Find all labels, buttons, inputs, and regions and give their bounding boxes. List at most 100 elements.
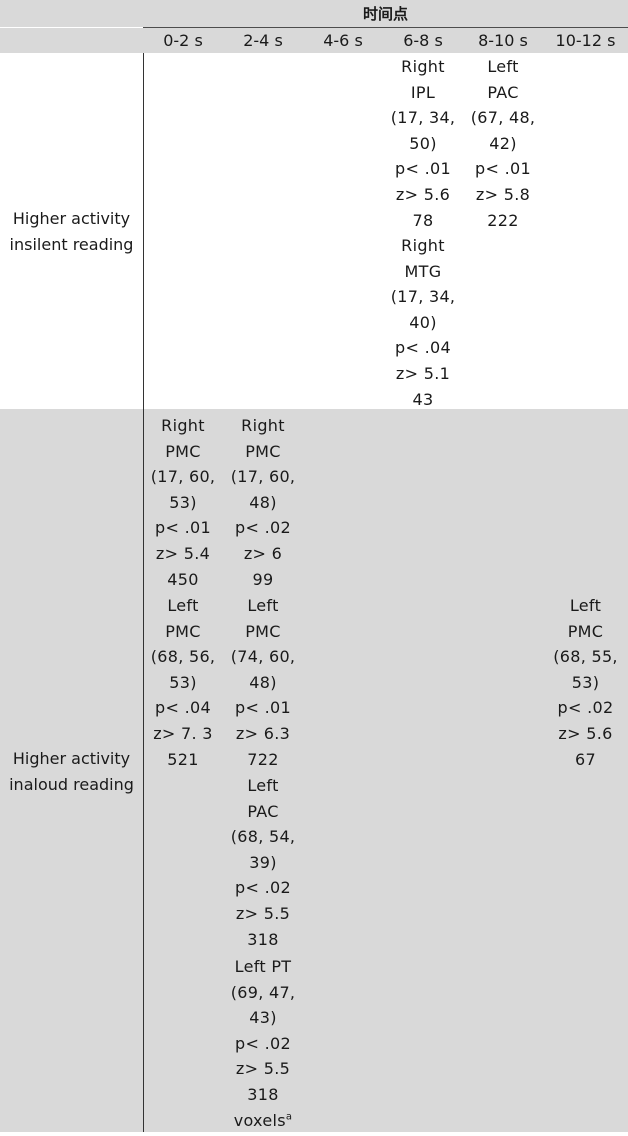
p-value: p< .01	[235, 698, 291, 718]
coordinates: (68, 56,	[150, 647, 216, 667]
column-header-6-8s: 6-8 s	[403, 31, 443, 50]
cell-right-mtg: Right MTG (17, 34, 40) p< .04 z> 5.1 43	[383, 233, 463, 412]
label-column-divider	[143, 53, 144, 1132]
p-value: p< .01	[475, 159, 531, 179]
column-header-2-4s: 2-4 s	[243, 31, 283, 50]
region-side: Left	[487, 57, 519, 76]
p-value: p< .02	[235, 1033, 291, 1053]
z-value: z> 5.8	[475, 184, 531, 204]
z-value: z> 5.5	[235, 1059, 291, 1079]
coordinates: (68, 54,	[230, 827, 296, 847]
z-value: z> 5.4	[155, 543, 211, 563]
coordinates: (74, 60,	[230, 647, 296, 667]
cell-left-pmc-2-4: Left PMC (74, 60, 48) p< .01 z> 6.3 722	[223, 593, 303, 772]
cell-left-pmc-0-2: Left PMC (68, 56, 53) p< .04 z> 7. 3 521	[143, 593, 223, 772]
coordinates-end: 53)	[571, 672, 600, 692]
region-side: Right	[161, 416, 205, 435]
cell-left-pac-aloud: Left PAC (68, 54, 39) p< .02 z> 5.5 318	[223, 773, 303, 952]
cell-right-pmc-2-4: Right PMC (17, 60, 48) p< .02 z> 6 99	[223, 413, 303, 592]
coordinates-end: 48)	[249, 672, 277, 692]
row-label-line: Higher activity	[12, 749, 131, 768]
coordinates-end: 50)	[409, 133, 437, 153]
row-label-aloud-reading: Higher activity inaloud reading	[0, 746, 143, 798]
region-name: PMC	[165, 621, 201, 641]
row-silent-reading	[0, 53, 628, 409]
p-value: p< .04	[155, 698, 211, 718]
voxel-count: 450	[167, 569, 199, 589]
column-header-4-6s: 4-6 s	[323, 31, 363, 50]
p-value: p< .04	[395, 338, 451, 358]
footnote-marker: a	[285, 1111, 293, 1123]
coordinates: (17, 60,	[230, 467, 296, 487]
cell-left-pmc-10-12: Left PMC (68, 55, 53) p< .02 z> 5.6 67	[543, 593, 628, 772]
z-value: z> 5.1	[395, 363, 451, 383]
voxel-count: 521	[167, 749, 199, 769]
coordinates: (17, 60,	[150, 467, 216, 487]
region-name: PMC	[245, 621, 281, 641]
coordinates-end: 53)	[169, 672, 197, 692]
row-label-line: insilent reading	[9, 235, 134, 254]
region-name: IPL	[410, 82, 436, 102]
coordinates-end: 42)	[489, 133, 517, 153]
p-value: p< .02	[235, 518, 291, 538]
row-label-line: inaloud reading	[9, 775, 134, 794]
voxels-label: voxels	[233, 1110, 286, 1130]
coordinates-end: 53)	[169, 492, 197, 512]
region-name: PMC	[165, 441, 201, 461]
z-value: z> 7. 3	[153, 723, 213, 743]
p-value: p< .02	[235, 878, 291, 898]
header-band-top	[0, 0, 628, 27]
region-side: Right	[241, 416, 285, 435]
region-name: PAC	[247, 801, 279, 821]
header-band-bottom	[0, 28, 628, 53]
z-value: z> 5.6	[558, 723, 613, 743]
p-value: p< .01	[395, 159, 451, 179]
z-value: z> 6	[243, 543, 283, 563]
z-value: z> 5.6	[395, 184, 451, 204]
coordinates: (17, 34,	[390, 287, 456, 307]
cell-left-pt: Left PT (69, 47, 43) p< .02 z> 5.5 318 v…	[223, 954, 303, 1133]
region-name: PAC	[487, 82, 519, 102]
coordinates-end: 48)	[249, 492, 277, 512]
p-value: p< .01	[155, 518, 211, 538]
coordinates-end: 43)	[249, 1008, 277, 1028]
voxel-count: 43	[412, 389, 434, 409]
header-divider	[143, 27, 628, 28]
coordinates: (68, 55,	[553, 647, 618, 667]
region-side: Left	[167, 596, 199, 615]
coordinates: (69, 47,	[230, 982, 296, 1002]
voxel-count: 67	[575, 749, 596, 769]
region-side: Left	[247, 776, 279, 795]
coordinates-end: 39)	[249, 852, 277, 872]
column-header-0-2s: 0-2 s	[163, 31, 203, 50]
row-aloud-reading	[0, 409, 628, 1132]
p-value: p< .02	[557, 698, 614, 718]
column-header-8-10s: 8-10 s	[478, 31, 528, 50]
cell-right-ipl: Right IPL (17, 34, 50) p< .01 z> 5.6 78	[383, 54, 463, 233]
region-name: MTG	[404, 261, 442, 281]
voxel-count: 318	[247, 929, 279, 949]
region-side: Right	[401, 57, 445, 76]
coordinates: (17, 34,	[390, 108, 456, 128]
voxel-count: 78	[412, 210, 434, 230]
region-side: Left	[247, 596, 279, 615]
time-point-group-title: 时间点	[362, 5, 408, 23]
cell-left-pac-silent: Left PAC (67, 48, 42) p< .01 z> 5.8 222	[463, 54, 543, 233]
voxels-unit: voxelsa	[223, 1108, 303, 1134]
z-value: z> 5.5	[235, 903, 291, 923]
voxel-count: 722	[247, 749, 279, 769]
column-header-10-12s: 10-12 s	[555, 31, 616, 50]
voxel-count: 222	[487, 210, 519, 230]
voxel-count: 318	[247, 1084, 279, 1104]
row-label-line: Higher activity	[12, 209, 131, 228]
region-name: PMC	[567, 621, 604, 641]
region-side: Right	[401, 236, 445, 255]
cell-right-pmc-0-2: Right PMC (17, 60, 53) p< .01 z> 5.4 450	[143, 413, 223, 592]
row-label-silent-reading: Higher activity insilent reading	[0, 206, 143, 258]
z-value: z> 6.3	[235, 723, 291, 743]
region-side-and-name: Left PT	[234, 957, 292, 976]
coordinates: (67, 48,	[470, 108, 536, 128]
voxel-count: 99	[252, 569, 274, 589]
region-name: PMC	[245, 441, 281, 461]
